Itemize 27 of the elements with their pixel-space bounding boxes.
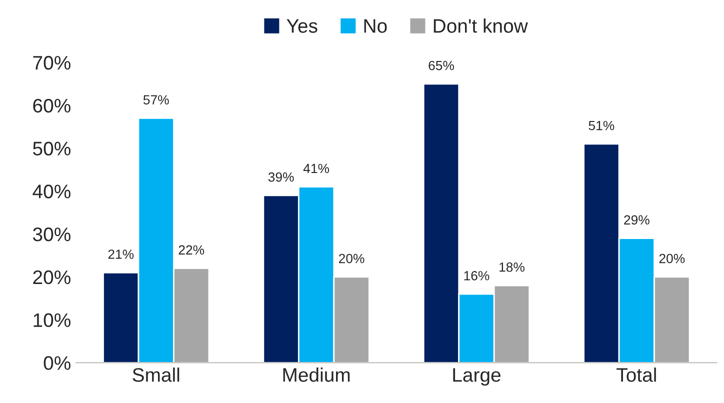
data-label: 16% xyxy=(464,271,490,280)
data-label: 20% xyxy=(339,254,364,264)
data-label: 20% xyxy=(659,254,685,264)
data-label: 51% xyxy=(588,120,614,130)
data-label: 39% xyxy=(268,172,294,182)
legend-label: No xyxy=(364,19,387,33)
y-tick-label: 10% xyxy=(34,313,70,328)
x-tick-label: Large xyxy=(453,368,500,386)
data-label: 57% xyxy=(143,95,169,105)
x-tick-label: Total xyxy=(616,368,656,382)
data-label: 21% xyxy=(108,250,134,259)
data-label: 41% xyxy=(303,164,330,174)
x-tick-label: Medium xyxy=(283,368,350,382)
x-tick-label: Small xyxy=(132,368,180,382)
y-tick-label: 40% xyxy=(32,184,70,198)
data-label: 22% xyxy=(178,245,204,255)
legend-label: Don't know xyxy=(434,18,528,33)
y-tick-label: 50% xyxy=(33,142,70,156)
data-label: 18% xyxy=(500,262,524,272)
legend-label: Yes xyxy=(286,19,318,33)
y-tick-label: 30% xyxy=(32,227,70,242)
data-label: 29% xyxy=(624,215,650,225)
y-tick-label: 0% xyxy=(44,356,70,370)
y-tick-label: 70% xyxy=(33,56,70,70)
y-tick-label: 20% xyxy=(33,270,70,284)
data-label: 65% xyxy=(428,60,454,70)
y-tick-label: 60% xyxy=(33,98,70,113)
